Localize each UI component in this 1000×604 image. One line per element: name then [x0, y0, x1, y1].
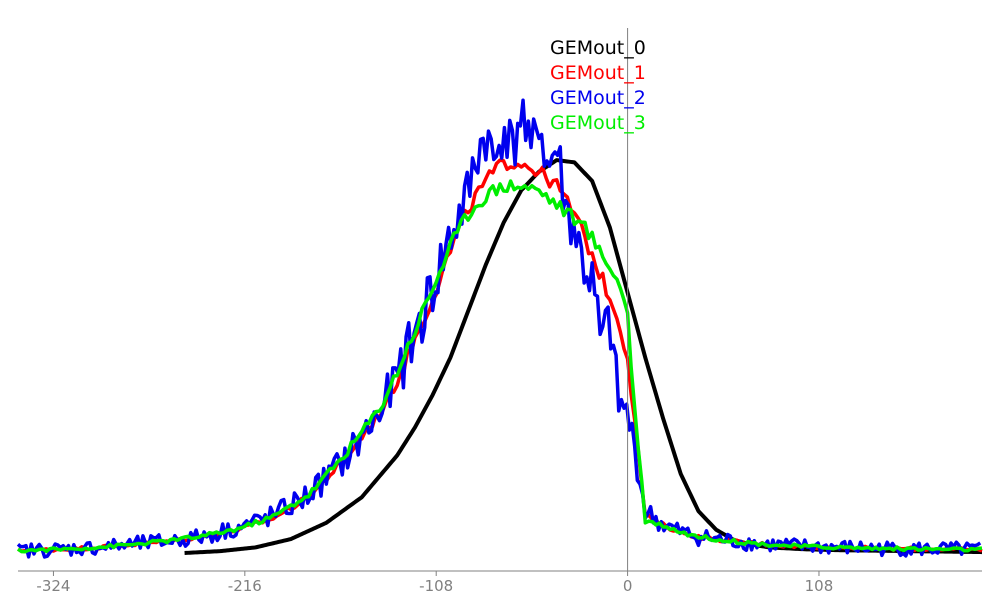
- series-line-gemout-3: [16, 179, 983, 554]
- legend-label-gemout-0: GEMout_0: [550, 37, 646, 59]
- x-tick-label: -324: [36, 577, 70, 595]
- legend-label-gemout-3: GEMout_3: [550, 112, 646, 134]
- axis-layer: -324 -216 -108 0 108: [18, 28, 982, 595]
- x-tick-label: -108: [419, 577, 453, 595]
- legend-label-gemout-1: GEMout_1: [550, 62, 646, 84]
- series-line-gemout-2: [16, 98, 982, 559]
- x-tick-label: 0: [623, 577, 633, 595]
- legend-layer: GEMout_0 GEMout_1 GEMout_2 GEMout_3: [550, 37, 646, 134]
- legend-label-gemout-2: GEMout_2: [550, 87, 646, 109]
- x-tick-label: 108: [805, 577, 834, 595]
- series-layer: [16, 98, 983, 559]
- x-tick-label: -216: [228, 577, 262, 595]
- series-line-gemout-1: [17, 158, 983, 554]
